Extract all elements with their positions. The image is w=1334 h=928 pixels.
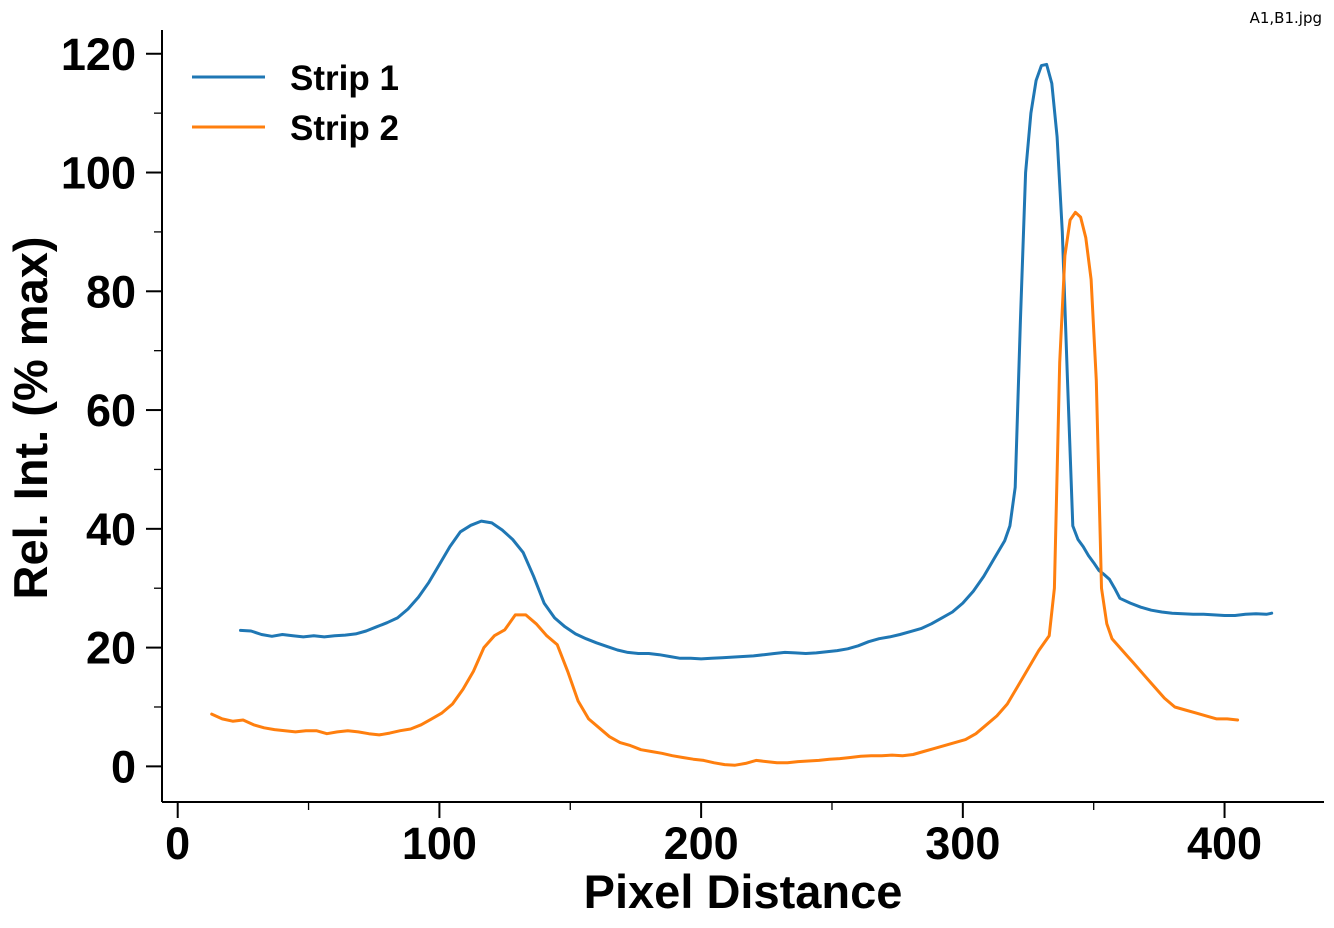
y-tick-label: 120 — [61, 29, 136, 80]
y-axis-label: Rel. Int. (% max) — [4, 236, 57, 599]
legend: Strip 1 Strip 2 — [192, 59, 399, 148]
x-tick-label: 0 — [165, 818, 190, 869]
series-line-strip-1 — [239, 62, 1274, 661]
legend-label: Strip 2 — [290, 109, 399, 148]
x-axis-label: Pixel Distance — [584, 865, 903, 918]
y-ticks: 0 20 40 60 80 100 120 — [61, 29, 162, 792]
series-lines — [210, 62, 1274, 767]
x-tick-label: 400 — [1187, 818, 1262, 869]
y-tick-label: 40 — [86, 504, 136, 555]
y-tick-label: 100 — [61, 148, 136, 199]
y-tick-label: 20 — [86, 623, 136, 674]
x-ticks: 0 100 200 300 400 — [165, 802, 1262, 869]
legend-label: Strip 1 — [290, 59, 399, 98]
y-tick-label: 60 — [86, 385, 136, 436]
axes-spines — [161, 30, 1324, 803]
series-line-strip-2 — [210, 210, 1240, 767]
x-tick-label: 200 — [664, 818, 739, 869]
x-tick-label: 300 — [925, 818, 1000, 869]
x-tick-label: 100 — [402, 818, 477, 869]
y-tick-label: 80 — [86, 266, 136, 317]
y-tick-label: 0 — [111, 741, 136, 792]
filename-label: A1,B1.jpg — [1249, 9, 1322, 27]
